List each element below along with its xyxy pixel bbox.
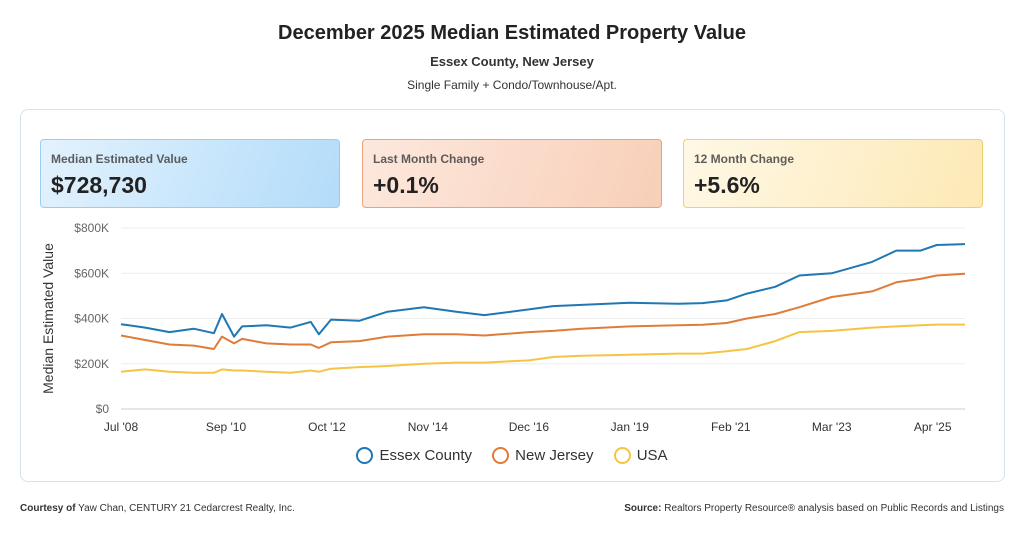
x-tick-label: Jan '19 xyxy=(611,420,650,434)
card-value: +0.1% xyxy=(373,172,439,198)
legend-item-essex[interactable]: Essex County xyxy=(356,447,472,464)
courtesy-text: Yaw Chan, CENTURY 21 Cedarcrest Realty, … xyxy=(78,503,295,514)
source-note: Source: Realtors Property Resource® anal… xyxy=(624,503,1004,514)
x-tick-label: Apr '25 xyxy=(914,420,952,434)
y-axis-label: Median Estimated Value xyxy=(40,243,56,394)
card-value: $728,730 xyxy=(51,172,147,198)
card-label: 12 Month Change xyxy=(694,152,795,166)
courtesy-label: Courtesy of xyxy=(20,503,76,514)
series-line-usa xyxy=(120,323,965,374)
card-value: +5.6% xyxy=(694,172,760,198)
series-line-essex-county xyxy=(120,243,966,338)
legend-marker-icon xyxy=(613,447,631,464)
legend-label: USA xyxy=(636,447,668,464)
chart-panel xyxy=(20,109,1005,482)
legend-label: New Jersey xyxy=(515,447,594,464)
x-tick-label: Oct '12 xyxy=(308,420,346,434)
x-tick-label: Dec '16 xyxy=(509,420,550,434)
y-tick-label: $800K xyxy=(74,221,109,235)
chart-subtitle: Essex County, New Jersey xyxy=(430,54,594,69)
y-tick-label: $200K xyxy=(74,357,109,371)
last-month-change-card: Last Month Change +0.1% xyxy=(362,139,662,208)
source-text: Realtors Property Resource® analysis bas… xyxy=(664,503,1004,514)
source-label: Source: xyxy=(624,503,662,514)
x-tick-label: Nov '14 xyxy=(408,420,449,434)
x-tick-label: Sep '10 xyxy=(206,420,247,434)
courtesy-note: Courtesy of Yaw Chan, CENTURY 21 Cedarcr… xyxy=(20,503,295,514)
median-value-card: Median Estimated Value $728,730 xyxy=(40,139,340,208)
card-label: Last Month Change xyxy=(373,152,485,166)
legend-item-new-jersey[interactable]: New Jersey xyxy=(492,447,594,464)
y-tick-label: $600K xyxy=(74,266,109,280)
x-tick-label: Jul '08 xyxy=(104,420,139,434)
y-tick-label: $400K xyxy=(74,312,109,326)
legend: Essex County New Jersey USA xyxy=(0,447,1024,468)
series-line-new-jersey xyxy=(120,272,966,350)
legend-marker-icon xyxy=(356,447,374,464)
legend-label: Essex County xyxy=(379,447,472,464)
property-types: Single Family + Condo/Townhouse/Apt. xyxy=(407,78,617,92)
legend-item-usa[interactable]: USA xyxy=(613,447,668,464)
x-tick-label: Feb '21 xyxy=(711,420,751,434)
y-tick-label: $0 xyxy=(96,402,110,416)
chart-title: December 2025 Median Estimated Property … xyxy=(278,22,746,44)
twelve-month-change-card: 12 Month Change +5.6% xyxy=(683,139,983,208)
x-tick-label: Mar '23 xyxy=(812,420,852,434)
legend-marker-icon xyxy=(492,447,510,464)
card-label: Median Estimated Value xyxy=(51,152,188,166)
